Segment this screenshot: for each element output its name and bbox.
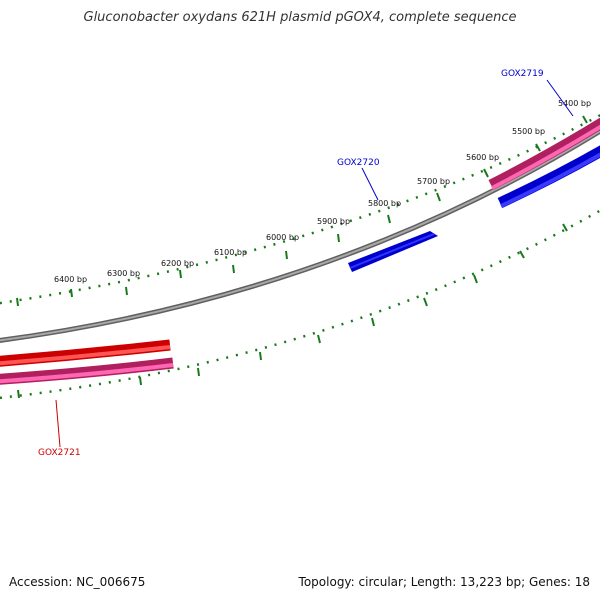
bp-label-5600: 5600 bp: [466, 153, 499, 162]
bp-label-5700: 5700 bp: [417, 177, 450, 186]
bp-label-5400: 5400 bp: [558, 99, 591, 108]
leader-gox2719: [546, 79, 574, 117]
sequence-backbone: [0, 128, 600, 343]
bp-label-6200: 6200 bp: [161, 259, 194, 268]
gene-label-gox2720: GOX2720: [337, 158, 380, 168]
leader-gox2721: [55, 399, 61, 448]
cds-gox2719-pink: [488, 117, 600, 190]
gene-label-gox2721: GOX2721: [38, 448, 81, 458]
bp-label-6000: 6000 bp: [266, 233, 299, 242]
gene-gox2719-blue: [497, 145, 600, 208]
bp-label-5500: 5500 bp: [512, 127, 545, 136]
bp-label-5800: 5800 bp: [368, 199, 401, 208]
outer-tick-ring: [0, 113, 600, 305]
outer-major-ticks: [16, 115, 588, 307]
inner-major-ticks: [17, 223, 568, 399]
bp-label-6300: 6300 bp: [107, 269, 140, 278]
bp-scale-labels: 5400 bp 5500 bp 5600 bp 5700 bp 5800 bp …: [54, 99, 591, 284]
leader-gox2720: [361, 167, 379, 201]
accession-label: Accession: NC_006675: [9, 575, 146, 589]
bp-label-5900: 5900 bp: [317, 217, 350, 226]
gene-label-gox2719: GOX2719: [501, 69, 544, 79]
topology-summary: Topology: circular; Length: 13,223 bp; G…: [298, 575, 590, 589]
bp-label-6100: 6100 bp: [214, 248, 247, 257]
bp-label-6400: 6400 bp: [54, 275, 87, 284]
map-title: Gluconobacter oxydans 621H plasmid pGOX4…: [83, 10, 517, 25]
